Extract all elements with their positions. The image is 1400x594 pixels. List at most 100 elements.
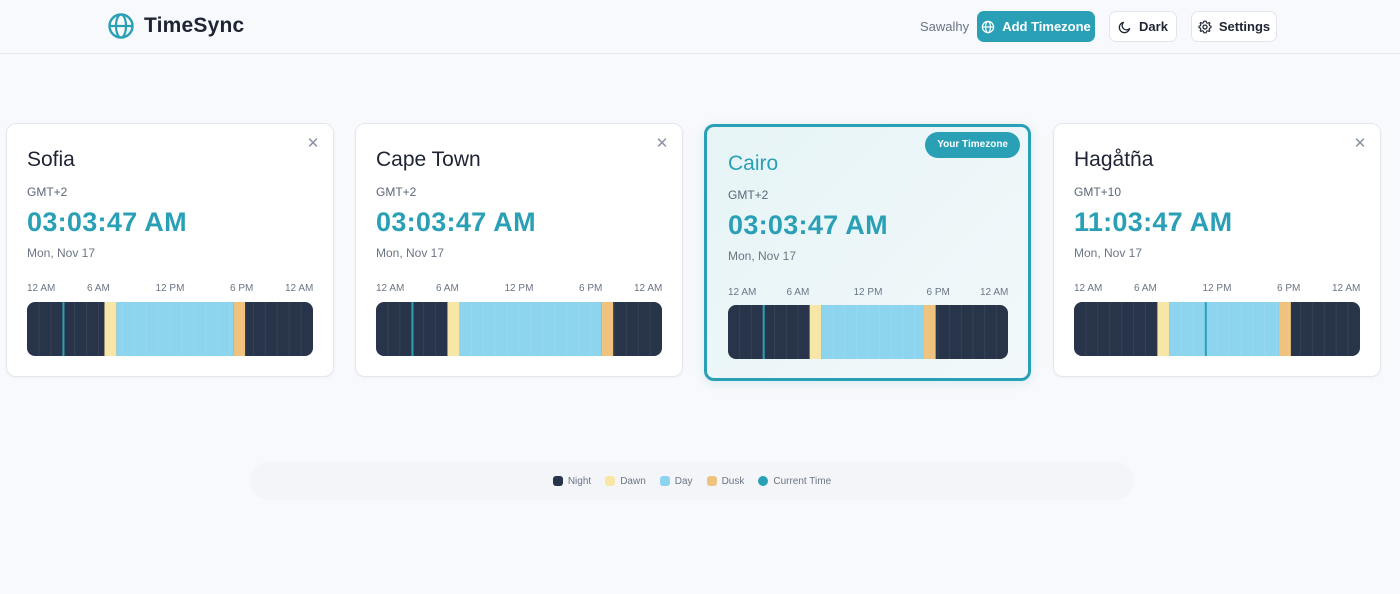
legend-label: Day <box>674 475 693 487</box>
current-time-swatch <box>758 476 769 486</box>
tick-label: 12 AM <box>1332 283 1361 294</box>
current-date: Mon, Nov 17 <box>376 246 445 260</box>
tick-label: 6 AM <box>786 287 810 298</box>
your-timezone-badge: Your Timezone <box>925 132 1020 158</box>
globe-icon <box>107 12 135 40</box>
day-timeline <box>1074 302 1360 356</box>
dawn-segment <box>809 305 822 359</box>
current-date: Mon, Nov 17 <box>1074 246 1143 260</box>
tick-label: 6 PM <box>926 287 950 298</box>
tick-label: 12 PM <box>853 287 883 298</box>
tick-label: 12 AM <box>27 283 56 294</box>
tick-label: 6 PM <box>579 283 603 294</box>
tick-label: 6 PM <box>230 283 254 294</box>
dusk-swatch <box>706 476 717 486</box>
timeline-svg <box>27 302 313 356</box>
app-title: TimeSync <box>144 14 245 37</box>
current-time: 03:03:47 AM <box>27 207 187 237</box>
close-icon[interactable]: ✕ <box>655 135 669 152</box>
add-timezone-label: Add Timezone <box>1002 19 1091 34</box>
legend-item-day: Day <box>659 475 693 487</box>
current-date: Mon, Nov 17 <box>27 246 96 260</box>
night-swatch <box>552 476 563 486</box>
legend-label: Night <box>567 475 592 487</box>
dawn-segment <box>104 302 117 356</box>
tick-label: 6 PM <box>1277 283 1301 294</box>
day-segment <box>1169 302 1279 356</box>
tick-label: 6 AM <box>436 283 459 294</box>
day-timeline <box>27 302 313 356</box>
add-timezone-button[interactable]: Add Timezone <box>977 11 1095 42</box>
current-time-marker <box>411 302 414 356</box>
tick-label: 12 PM <box>1202 283 1232 294</box>
tick-label: 12 PM <box>155 283 185 294</box>
current-time: 03:03:47 AM <box>376 207 536 237</box>
tick-label: 12 PM <box>504 283 534 294</box>
legend-item-current-time: Current Time <box>758 476 831 487</box>
day-segment <box>821 305 924 359</box>
gear-icon <box>1198 20 1212 33</box>
timeline-svg <box>728 305 1008 359</box>
globe-icon <box>981 20 995 33</box>
current-time-marker <box>1204 302 1207 356</box>
tick-label: 12 AM <box>728 287 757 298</box>
city-name: Cape Town <box>376 148 481 171</box>
current-time-marker <box>62 302 65 356</box>
hour-ticks: 12 AM 6 AM 12 PM 6 PM 12 AM <box>376 283 662 295</box>
dusk-segment <box>924 305 936 359</box>
user-name: Sawalhy <box>920 19 970 34</box>
dark-mode-label: Dark <box>1139 19 1168 34</box>
app-header: TimeSync Sawalhy Add Timezone Dark Setti… <box>0 0 1400 54</box>
dusk-segment <box>601 302 614 356</box>
tick-label: 12 AM <box>285 283 314 294</box>
timeline-svg <box>376 302 662 356</box>
city-name: Hagåtña <box>1074 148 1154 171</box>
dark-mode-button[interactable]: Dark <box>1109 11 1177 42</box>
city-name: Cairo <box>728 152 779 175</box>
timezone-card-cairo: Your Timezone Cairo GMT+2 03:03:47 AM Mo… <box>704 124 1031 381</box>
tick-label: 12 AM <box>980 287 1009 298</box>
legend-label: Dusk <box>721 475 745 487</box>
tick-label: 12 AM <box>1074 283 1103 294</box>
dawn-segment <box>447 302 460 356</box>
settings-button[interactable]: Settings <box>1191 11 1277 42</box>
legend-label: Dawn <box>620 475 646 487</box>
timeline-svg <box>1074 302 1360 356</box>
tick-label: 6 AM <box>1134 283 1157 294</box>
gmt-offset: GMT+2 <box>376 185 417 199</box>
current-time-marker <box>762 305 765 359</box>
legend-item-dawn: Dawn <box>605 476 646 487</box>
gmt-offset: GMT+2 <box>27 185 68 199</box>
current-time: 11:03:47 AM <box>1074 207 1233 237</box>
timezone-card-sofia: ✕ Sofia GMT+2 03:03:47 AM Mon, Nov 17 12… <box>6 123 334 377</box>
tick-label: 12 AM <box>376 283 405 294</box>
hour-ticks: 12 AM 6 AM 12 PM 6 PM 12 AM <box>728 287 1008 299</box>
moon-icon <box>1118 21 1131 33</box>
app-logo[interactable]: TimeSync <box>107 12 244 40</box>
legend-label: Current Time <box>773 475 832 487</box>
legend-item-night: Night <box>552 475 592 487</box>
tick-label: 6 AM <box>87 283 110 294</box>
hour-ticks: 12 AM 6 AM 12 PM 6 PM 12 AM <box>27 283 313 295</box>
dawn-segment <box>1157 302 1170 356</box>
day-timeline <box>376 302 662 356</box>
day-timeline <box>728 305 1008 359</box>
settings-label: Settings <box>1218 19 1271 34</box>
gmt-offset: GMT+2 <box>728 188 769 202</box>
dawn-swatch <box>605 476 616 486</box>
close-icon[interactable]: ✕ <box>306 135 320 152</box>
day-segment <box>459 302 602 356</box>
close-icon[interactable]: ✕ <box>1353 135 1367 152</box>
legend-item-dusk: Dusk <box>706 475 745 487</box>
dusk-segment <box>1278 302 1291 356</box>
timezone-card-cape-town: ✕ Cape Town GMT+2 03:03:47 AM Mon, Nov 1… <box>355 123 683 377</box>
legend: Night Dawn Day Dusk Current Time <box>250 462 1134 500</box>
current-date: Mon, Nov 17 <box>728 249 797 263</box>
tick-label: 12 AM <box>634 283 663 294</box>
city-name: Sofia <box>27 148 75 171</box>
hour-ticks: 12 AM 6 AM 12 PM 6 PM 12 AM <box>1074 283 1360 295</box>
dusk-segment <box>233 302 246 356</box>
current-time: 03:03:47 AM <box>728 210 888 240</box>
day-segment <box>116 302 234 356</box>
day-swatch <box>659 476 670 486</box>
